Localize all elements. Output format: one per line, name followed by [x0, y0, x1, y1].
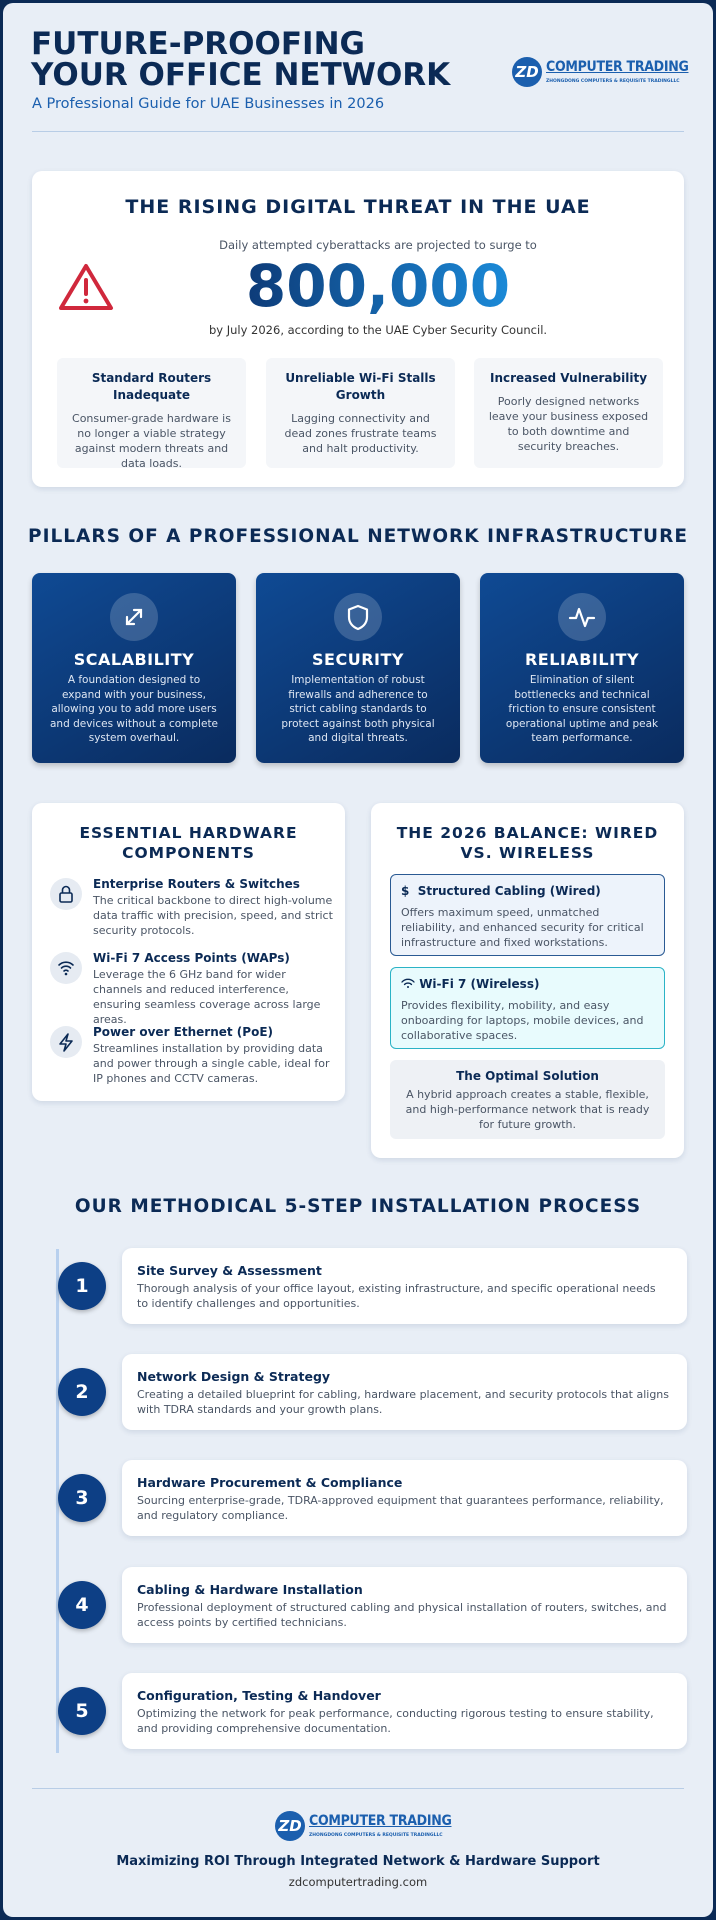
pillar-text: Implementation of robust firewalls and a…	[281, 674, 435, 744]
step-title: Network Design & Strategy	[137, 1369, 331, 1385]
logo-tagline: ZHONGDONG COMPUTERS & REQUISITE TRADINGL…	[546, 79, 680, 84]
hardware-title: ESSENTIAL HARDWARE COMPONENTS	[79, 824, 298, 862]
timeline	[56, 1249, 59, 1753]
threat-card: THE RISING DIGITAL THREAT IN THE UAE Dai…	[32, 171, 684, 487]
logo-tagline: ZHONGDONG COMPUTERS & REQUISITE TRADINGL…	[309, 1833, 443, 1838]
step-text: Thorough analysis of your office layout,…	[137, 1282, 656, 1310]
step-text: Optimizing the network for peak performa…	[137, 1706, 654, 1735]
infographic: FUTURE-PROOFING YOUR OFFICE NETWORK A Pr…	[3, 3, 713, 1917]
pillar-icon	[334, 593, 382, 641]
item-text: Leverage the 6 GHz band for wider channe…	[93, 968, 321, 1026]
warning-icon	[59, 264, 113, 310]
step-title: Configuration, Testing & Handover	[137, 1687, 381, 1703]
item-icon	[50, 878, 82, 910]
wired-title: Structured Cabling (Wired)	[417, 884, 601, 898]
wired-box: $ Structured Cabling (Wired) Offers maxim…	[390, 874, 665, 956]
pillars-title: PILLARS OF A PROFESSIONAL NETWORK INFRAS…	[28, 526, 688, 547]
logo-mark: ZD	[275, 1811, 305, 1841]
step-card: Hardware Procurement & Compliance Sourcin…	[122, 1460, 687, 1537]
wireless-title: Wi-Fi 7 (Wireless)	[419, 977, 540, 991]
balance-title: THE 2026 BALANCE: WIRED VS. WIRELESS	[396, 824, 659, 862]
pillar-text: Elimination of silent bottlenecks and te…	[505, 674, 659, 744]
wireless-text: Provides flexibility, mobility, and easy…	[401, 999, 644, 1042]
pillar-text: A foundation designed to expand with you…	[50, 674, 219, 744]
step-text: Creating a detailed blueprint for cablin…	[137, 1388, 670, 1417]
footer-logo: ZD COMPUTER TRADING ZHONGDONG COMPUTERS …	[275, 1811, 452, 1843]
solution-text: A hybrid approach creates a stable, flex…	[405, 1088, 650, 1131]
solution-title: The Optimal Solution	[456, 1069, 599, 1083]
issue-title: Increased Vulnerability	[489, 371, 648, 385]
solution-box: The Optimal Solution A hybrid approach cr…	[390, 1060, 665, 1139]
wired-text: Offers maximum speed, unmatched reliabil…	[401, 906, 644, 949]
step-number: 1	[58, 1262, 106, 1310]
threat-source: by July 2026, according to the UAE Cyber…	[208, 323, 548, 337]
logo: ZD COMPUTER TRADING ZHONGDONG COMPUTERS …	[512, 57, 689, 89]
item-title: Enterprise Routers & Switches	[93, 877, 300, 891]
issue-text: Poorly designed networks leave your busi…	[488, 395, 649, 453]
figure-text: 800,000	[245, 252, 511, 320]
balance-card: THE 2026 BALANCE: WIRED VS. WIRELESS $ S…	[371, 803, 684, 1158]
pillar-title: RELIABILITY	[524, 650, 640, 669]
step-text: Sourcing enterprise-grade, TDRA-approved…	[137, 1494, 664, 1523]
wireless-box: Wi-Fi 7 (Wireless) Provides flexibility, …	[390, 967, 665, 1049]
item-icon	[50, 952, 82, 984]
subtitle: A Professional Guide for UAE Businesses …	[32, 96, 385, 112]
issue-card: Standard Routers Inadequate Consumer-grad…	[57, 358, 246, 470]
step-title: Cabling & Hardware Installation	[137, 1581, 363, 1597]
issue-card: Unreliable Wi-Fi Stalls Growth Lagging co…	[266, 358, 455, 468]
box-title: Wi-Fi 7 (Wireless)	[401, 977, 654, 992]
threat-lead: Daily attempted cyberattacks are project…	[219, 238, 537, 252]
logo-name: COMPUTER TRADING	[546, 59, 689, 75]
step-title: Site Survey & Assessment	[137, 1263, 322, 1278]
step-card: Site Survey & Assessment Thorough analysi…	[122, 1248, 687, 1324]
hardware-card: ESSENTIAL HARDWARE COMPONENTS Enterprise…	[32, 803, 345, 1101]
logo-mark: ZD	[512, 57, 542, 87]
step-card: Configuration, Testing & Handover Optimiz…	[122, 1672, 687, 1749]
pillar-card: RELIABILITY Elimination of silent bottle…	[480, 573, 684, 763]
issue-title: Standard Routers Inadequate	[91, 371, 212, 402]
item-text: The critical backbone to direct high-vol…	[93, 894, 333, 937]
footer-url: zdcomputertrading.com	[288, 1875, 428, 1889]
step-number: 4	[58, 1580, 106, 1629]
title: FUTURE-PROOFING YOUR OFFICE NETWORK	[31, 26, 451, 93]
step-number: 5	[58, 1686, 106, 1735]
pillar-title: SECURITY	[312, 650, 404, 669]
pillar-title: SCALABILITY	[73, 650, 195, 669]
pillar-icon	[110, 593, 158, 641]
footer-tagline: Maximizing ROI Through Integrated Networ…	[116, 1854, 600, 1869]
step-card: Network Design & Strategy Creating a deta…	[122, 1354, 687, 1431]
divider	[32, 1788, 684, 1789]
pillar-card: SCALABILITY A foundation designed to exp…	[32, 573, 236, 763]
step-card: Cabling & Hardware Installation Professio…	[122, 1566, 687, 1643]
step-title: Hardware Procurement & Compliance	[137, 1475, 403, 1491]
threat-figure: 800,000	[32, 251, 684, 321]
threat-title: THE RISING DIGITAL THREAT IN THE UAE	[125, 196, 591, 218]
process-title: OUR METHODICAL 5-STEP INSTALLATION PROCE…	[74, 1196, 642, 1217]
step-number: 3	[58, 1474, 106, 1523]
pillar-icon	[558, 593, 606, 641]
item-title: Wi-Fi 7 Access Points (WAPs)	[93, 951, 290, 965]
issue-text: Consumer-grade hardware is no longer a v…	[72, 412, 231, 470]
step-number: 2	[58, 1368, 106, 1417]
item-title: Power over Ethernet (PoE)	[93, 1025, 273, 1039]
issue-card: Increased Vulnerability Poorly designed n…	[474, 358, 663, 468]
item-icon	[50, 1026, 82, 1058]
divider	[32, 131, 684, 132]
step-text: Professional deployment of structured ca…	[137, 1600, 667, 1629]
item-text: Streamlines installation by providing da…	[93, 1042, 330, 1085]
box-title: $ Structured Cabling (Wired)	[401, 884, 601, 898]
issue-title: Unreliable Wi-Fi Stalls Growth	[285, 371, 436, 402]
issue-text: Lagging connectivity and dead zones frus…	[284, 412, 437, 455]
logo-name: COMPUTER TRADING	[309, 1813, 452, 1829]
pillar-card: SECURITY Implementation of robust firewa…	[256, 573, 460, 763]
